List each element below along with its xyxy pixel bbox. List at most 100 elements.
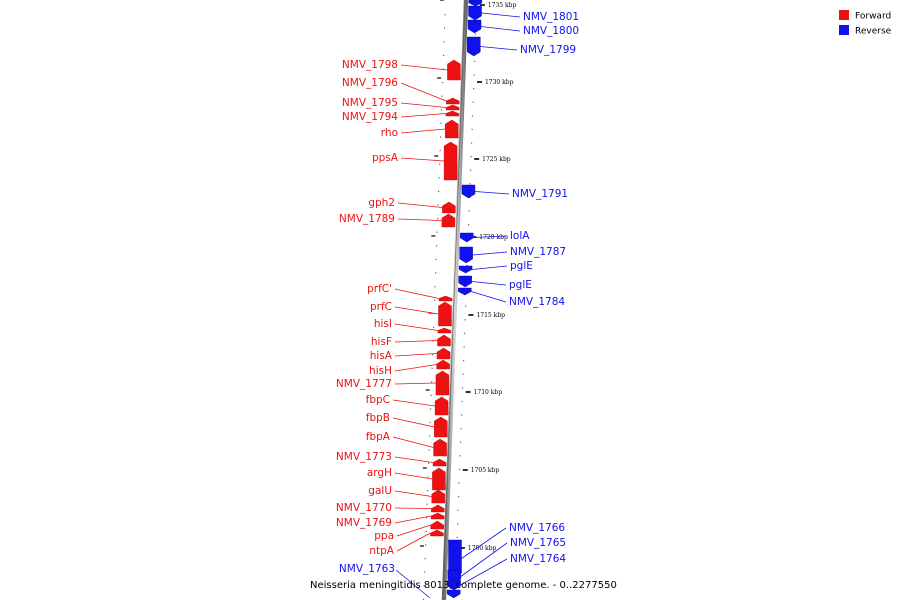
forward-gene-nmv-1796-1[interactable] bbox=[446, 97, 460, 105]
gene-leader-nmv-1787-5 bbox=[472, 251, 508, 256]
gene-label-fbpc-15[interactable]: fbpC bbox=[366, 394, 390, 406]
gene-leader-fbpc-15 bbox=[392, 399, 436, 407]
gene-label-nmv-1795-2[interactable]: NMV_1795 bbox=[342, 97, 398, 109]
gene-leader-nmv-1796-1 bbox=[400, 82, 447, 102]
gene-label-nmv-1791-3[interactable]: NMV_1791 bbox=[512, 188, 568, 200]
forward-gene-hisf-11[interactable] bbox=[437, 334, 451, 347]
gene-leader-pgle-7 bbox=[471, 281, 507, 286]
gene-label-hisa-12[interactable]: hisA bbox=[370, 350, 393, 362]
legend-swatch-forward bbox=[839, 10, 849, 20]
scale-tick-label-1715-kbp: 1715 kbp bbox=[476, 312, 505, 319]
gene-label-prfc-8[interactable]: prfC' bbox=[367, 283, 392, 295]
map-caption: Neisseria meningitidis 8013, complete ge… bbox=[310, 580, 617, 591]
forward-gene-ntpa-24[interactable] bbox=[430, 529, 444, 537]
gene-leader-nmv-1791-3 bbox=[474, 191, 510, 195]
forward-gene-hisa-12[interactable] bbox=[436, 347, 451, 360]
forward-gene-nmv-1773-18[interactable] bbox=[432, 458, 447, 467]
gene-label-nmv-1787-5[interactable]: NMV_1787 bbox=[510, 246, 566, 258]
gene-label-hisi-10[interactable]: hisI bbox=[374, 318, 392, 330]
gene-leader-nmv-1794-3 bbox=[400, 113, 446, 118]
gene-label-nmv-1770-21[interactable]: NMV_1770 bbox=[336, 502, 392, 514]
forward-gene-ppsa-5[interactable] bbox=[443, 141, 458, 181]
reverse-gene-nmv-1784-8[interactable] bbox=[458, 287, 472, 296]
gene-leader-argh-19 bbox=[394, 472, 433, 480]
forward-gene-nmv-1777-14[interactable] bbox=[435, 370, 450, 396]
forward-gene-nmv-1770-21[interactable] bbox=[431, 504, 445, 513]
gene-leader-nmv-1765-10 bbox=[460, 542, 508, 577]
forward-gene-argh-19[interactable] bbox=[432, 467, 446, 491]
forward-gene-galu-20[interactable] bbox=[431, 489, 445, 504]
gene-label-nmv-1796-1[interactable]: NMV_1796 bbox=[342, 77, 398, 89]
gene-label-prfc-9[interactable]: prfC bbox=[370, 301, 392, 313]
gene-label-hisf-11[interactable]: hisF bbox=[371, 336, 392, 348]
gene-leader-hisi-10 bbox=[394, 323, 438, 331]
reverse-gene-pgle-6[interactable] bbox=[458, 265, 473, 274]
scale-tick-label-1700-kbp: 1700 kbp bbox=[468, 545, 497, 552]
gene-label-nmv-1794-3[interactable]: NMV_1794 bbox=[342, 111, 398, 123]
gene-label-nmv-1769-22[interactable]: NMV_1769 bbox=[336, 517, 392, 529]
gene-label-fbpb-16[interactable]: fbpB bbox=[366, 412, 390, 424]
forward-gene-hisi-10[interactable] bbox=[437, 327, 452, 334]
gene-label-nmv-1798-0[interactable]: NMV_1798 bbox=[342, 59, 398, 71]
reverse-gene-nmv-1764-11[interactable] bbox=[447, 579, 461, 591]
reverse-gene-top-partial-0[interactable] bbox=[468, 0, 483, 7]
reverse-gene-bottom-partial-99[interactable] bbox=[447, 589, 461, 599]
forward-gene-rho-4[interactable] bbox=[445, 119, 459, 139]
reverse-gene-nmv-1791-3[interactable] bbox=[461, 184, 476, 199]
gene-label-nmv-1789-7[interactable]: NMV_1789 bbox=[339, 213, 395, 225]
gene-label-nmv-1800-1[interactable]: NMV_1800 bbox=[523, 25, 579, 37]
gene-leader-nmv-1789-7 bbox=[397, 218, 442, 221]
gene-label-nmv-1763-last[interactable]: NMV_1763 bbox=[339, 563, 395, 575]
gene-label-nmv-1801-0[interactable]: NMV_1801 bbox=[523, 11, 579, 23]
gene-label-fbpa-17[interactable]: fbpA bbox=[366, 431, 391, 443]
gene-label-ppsa-5[interactable]: ppsA bbox=[372, 152, 399, 164]
gene-leader-nmv-1801-0 bbox=[481, 12, 521, 18]
forward-gene-fbpa-17[interactable] bbox=[433, 438, 447, 457]
forward-gene-ppa-23[interactable] bbox=[430, 520, 444, 530]
gene-label-hish-13[interactable]: hisH bbox=[369, 365, 392, 377]
reverse-gene-nmv-1799-2[interactable] bbox=[467, 36, 481, 57]
gene-label-nmv-1784-8[interactable]: NMV_1784 bbox=[509, 296, 565, 308]
forward-gene-gph2-6[interactable] bbox=[442, 201, 456, 214]
reverse-gene-lola-4[interactable] bbox=[460, 232, 474, 243]
forward-gene-prfc-8[interactable] bbox=[438, 295, 453, 302]
gene-label-nmv-1799-2[interactable]: NMV_1799 bbox=[520, 44, 576, 56]
forward-gene-nmv-1794-3[interactable] bbox=[445, 110, 460, 117]
scale-tick-label-1735-kbp: 1735 kbp bbox=[488, 2, 517, 9]
forward-gene-fbpc-15[interactable] bbox=[434, 396, 449, 416]
gene-leader-hisf-11 bbox=[394, 340, 438, 343]
gene-label-galu-20[interactable]: galU bbox=[368, 485, 392, 497]
reverse-gene-pgle-7[interactable] bbox=[458, 275, 472, 288]
reverse-gene-nmv-1787-5[interactable] bbox=[459, 246, 473, 264]
gene-label-nmv-1765-10[interactable]: NMV_1765 bbox=[510, 537, 566, 549]
gene-label-lola-4[interactable]: lolA bbox=[510, 230, 530, 242]
gene-leader-gph2-6 bbox=[397, 202, 443, 208]
forward-gene-nmv-1769-22[interactable] bbox=[430, 512, 445, 520]
forward-gene-prfc-9[interactable] bbox=[438, 301, 452, 327]
gene-leader-hish-13 bbox=[394, 364, 437, 372]
gene-label-gph2-6[interactable]: gph2 bbox=[368, 197, 395, 209]
gene-label-argh-19[interactable]: argH bbox=[367, 467, 392, 479]
gene-label-nmv-1766-9[interactable]: NMV_1766 bbox=[509, 522, 565, 534]
forward-gene-nmv-1789-7[interactable] bbox=[441, 213, 456, 228]
gene-label-ppa-23[interactable]: ppa bbox=[374, 530, 394, 542]
gene-label-pgle-6[interactable]: pglE bbox=[510, 260, 533, 272]
gene-leader-nmv-1764-11 bbox=[460, 558, 508, 586]
forward-gene-fbpb-16[interactable] bbox=[434, 416, 448, 438]
gene-label-nmv-1764-11[interactable]: NMV_1764 bbox=[510, 553, 566, 565]
genome-backbone bbox=[441, 0, 469, 600]
gene-label-nmv-1773-18[interactable]: NMV_1773 bbox=[336, 451, 392, 463]
reverse-gene-nmv-1801-0[interactable] bbox=[468, 5, 482, 21]
forward-gene-hish-13[interactable] bbox=[436, 359, 450, 370]
forward-gene-nmv-1795-2[interactable] bbox=[445, 104, 460, 111]
gene-label-rho-4[interactable]: rho bbox=[381, 127, 398, 139]
gene-label-ntpa-24[interactable]: ntpA bbox=[369, 545, 394, 557]
gene-leader-galu-20 bbox=[394, 490, 432, 497]
reverse-gene-nmv-1800-1[interactable] bbox=[467, 19, 482, 34]
gene-label-pgle-7[interactable]: pglE bbox=[509, 279, 532, 291]
gene-leader-nmv-1799-2 bbox=[480, 46, 518, 51]
gene-leader-fbpa-17 bbox=[392, 436, 434, 448]
gene-leader-hisa-12 bbox=[394, 353, 438, 357]
forward-gene-nmv-1798-0[interactable] bbox=[447, 59, 461, 81]
gene-label-nmv-1777-14[interactable]: NMV_1777 bbox=[336, 378, 392, 390]
